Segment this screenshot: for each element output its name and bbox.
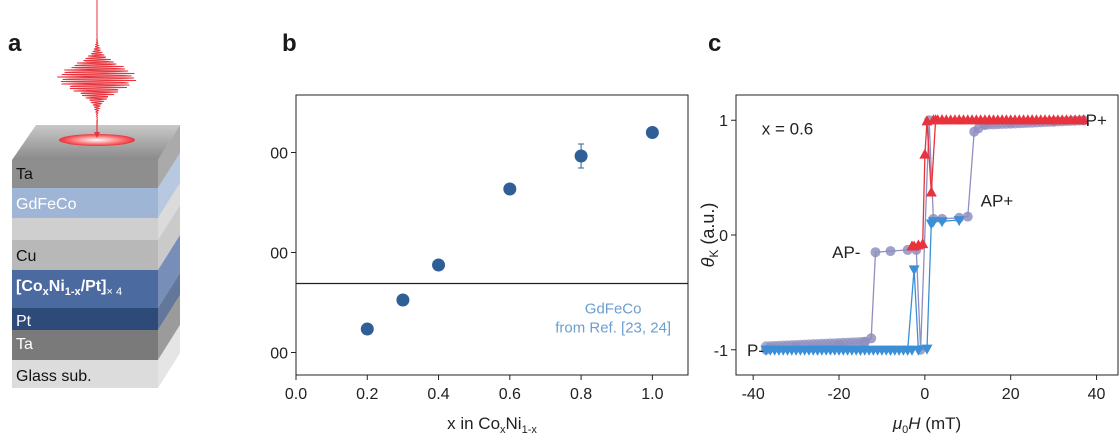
series-2-dense-34 [906,345,918,356]
data-point-2 [432,258,446,272]
x-tick-label-5: 1.0 [641,386,663,403]
data-point-3 [503,182,517,196]
stack-layer-5 [12,308,158,330]
series-0-marker-6 [885,246,896,257]
x-axis-label: x in CoxNi1-x [447,414,537,435]
data-point-0 [360,322,374,336]
x-tick-label-2: 0.4 [427,386,449,403]
series-2-marker-9 [927,217,939,228]
stack-layer-0 [12,160,158,188]
x-tick-label-0: -40 [742,386,765,403]
series-2-marker-7 [921,344,933,355]
layer-label-coni-pt: [CoxNi1-x/Pt]× 4 [16,278,123,299]
y-tick-label-1: 0 [719,228,728,245]
x-tick-label-1: -20 [827,386,850,403]
series-line-1 [912,119,1084,248]
stack-side-0 [158,125,180,188]
layer-label-pt: Pt [16,313,32,330]
stack-side-5 [158,273,180,330]
state-label-ap-minus: AP- [832,243,860,262]
stack-side-7 [158,325,180,388]
data-point-5 [645,126,659,139]
stack-layer-4 [12,270,158,308]
layer-label-cu: Cu [16,248,37,265]
panel-b-letter: b [282,30,297,57]
y-tick-label-0: -1 [714,343,728,360]
state-label-p-minus: P- [747,341,764,360]
pulse-wavepacket [57,0,137,131]
y-tick-label-1: 600 [270,246,288,263]
sample-stack-diagram [12,0,180,388]
layer-label-ta-top: Ta [16,166,33,183]
panel-c-letter: c [708,30,722,57]
stack-layer-1 [12,188,158,218]
layer-label-gdfeco: GdFeCo [16,196,77,213]
plot-frame [295,94,689,376]
series-line-2 [766,219,960,351]
stack-layer-7 [12,360,158,388]
x-tick-label-3: 0.6 [499,386,521,403]
series-1-dense-35 [1078,114,1090,125]
series-1-marker-3 [917,238,929,249]
state-label-ap-plus: AP+ [981,192,1014,211]
x-tick-label-4: 0.8 [570,386,592,403]
gdfeco-annotation-line2: from Ref. [23, 24] [555,320,671,337]
panel-a-letter: a [8,30,22,57]
series-0-marker-5 [870,247,881,258]
tc-vs-x-chart: 0.0 0.2 0.4 0.6 0.8 1.0 400 600 800 GdFeCo from Re… [270,94,689,435]
layer-label-ta-bottom: Ta [16,336,33,353]
x-tick-label-2: 0 [920,386,929,403]
data-point-4 [574,149,588,163]
series-0-marker-14 [962,211,973,222]
data-point-1 [396,293,410,307]
stack-side-1 [158,153,180,218]
kerr-hysteresis-chart: -40 -20 0 20 40 -1 0 1 x = 0.6 P+ AP+ AP- P-μ0H (mT)… [700,94,1119,435]
x-tick-label-4: 40 [1088,386,1106,403]
stack-layer-6 [12,330,158,360]
y-axis-label: θK (a.u.) [700,203,721,268]
y-tick-label-0: 400 [270,346,288,363]
y-tick-label-2: 800 [270,146,288,163]
stack-side-2 [158,183,180,240]
stack-side-4 [158,235,180,308]
stack-layer-2 [12,218,158,240]
x-tick-label-0: 0.0 [285,386,307,403]
stack-layer-3 [12,240,158,270]
layer-label-glass: Glass sub. [16,368,92,385]
series-1-marker-6 [925,186,937,197]
x-axis-label: μ0H (mT) [892,414,961,435]
series-2-marker-10 [936,217,948,228]
x-tick-label-3: 20 [1002,386,1020,403]
x-tick-label-1: 0.2 [356,386,378,403]
y-tick-label-2: 1 [719,113,728,130]
series-2-marker-11 [953,216,965,227]
layer-stack [12,125,180,388]
stack-side-3 [158,205,180,270]
series-0-dense-23 [859,336,870,347]
laser-pulse [57,0,137,131]
state-label-p-plus: P+ [1086,111,1107,130]
composition-annotation: x = 0.6 [762,119,814,138]
series-2-marker-5 [908,265,920,276]
laser-spot [59,134,135,146]
gdfeco-annotation-line1: GdFeCo [585,301,642,318]
series-1-marker-4 [919,148,931,159]
stack-side-6 [158,295,180,360]
